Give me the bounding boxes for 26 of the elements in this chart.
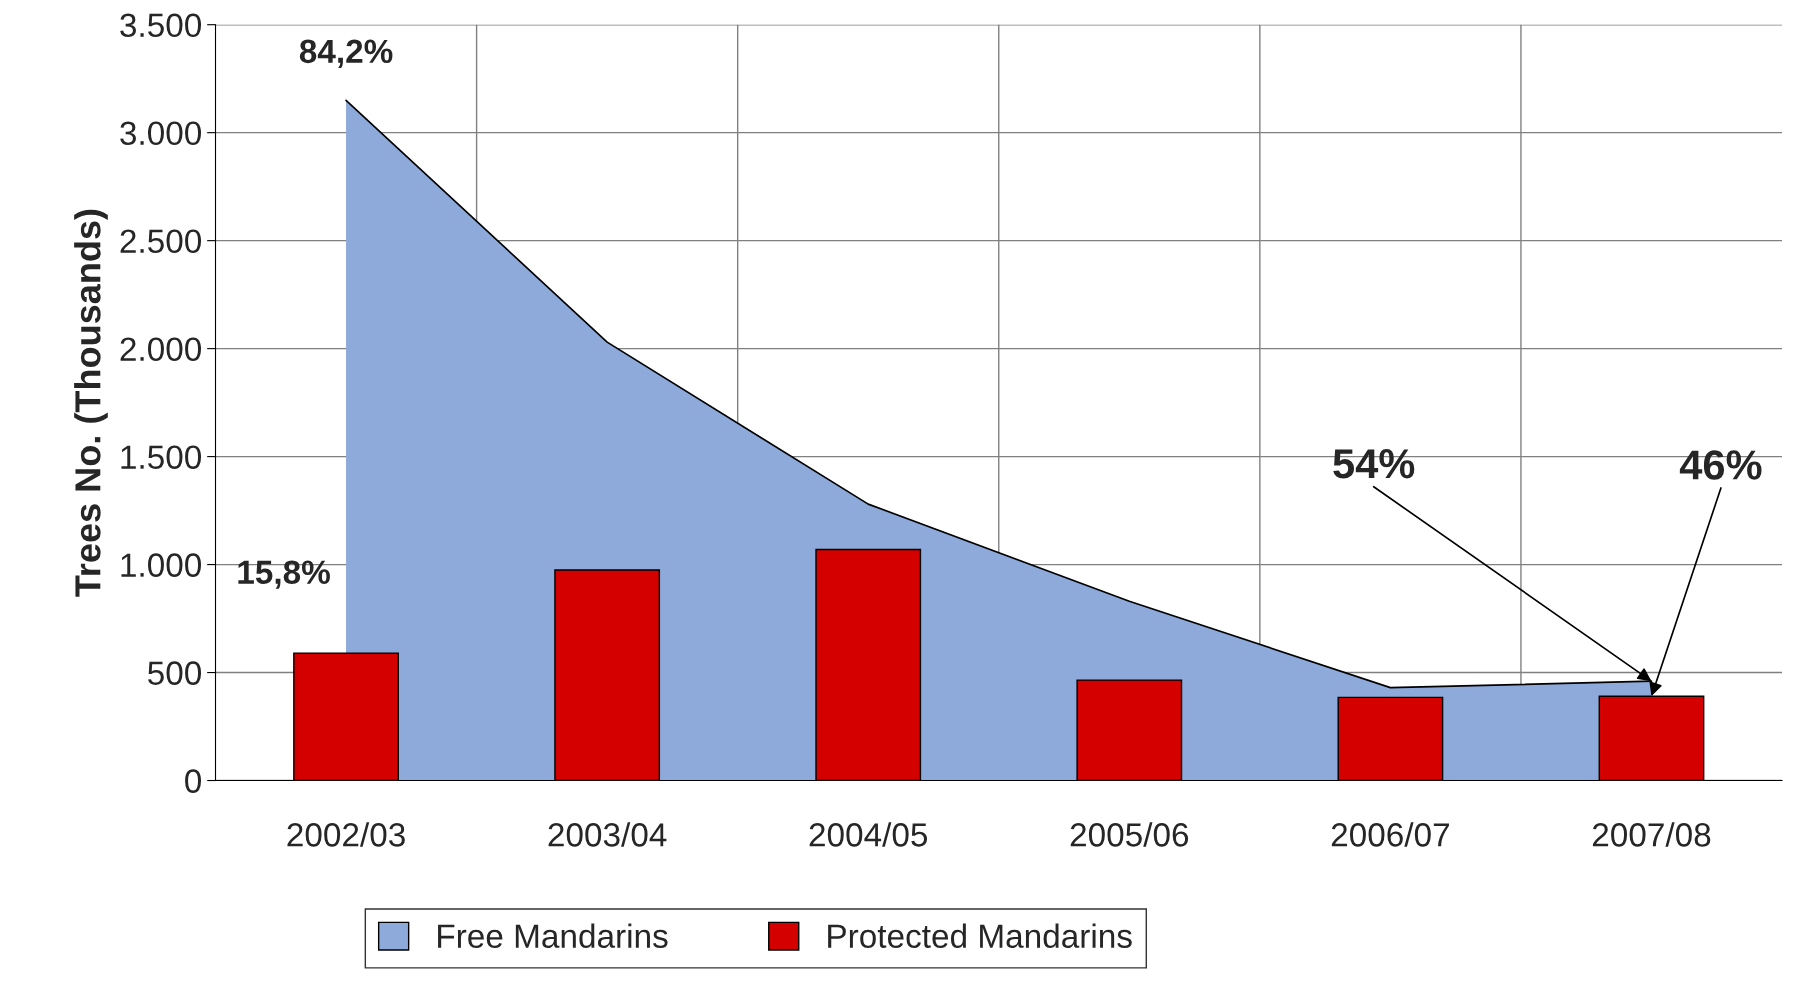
annotation: 15,8%: [238, 560, 330, 589]
x-tick-label: 2005/06: [1070, 822, 1189, 847]
y-tick-label: 3.500: [120, 13, 202, 38]
annotation: 84,2%: [299, 39, 393, 68]
bar: [1337, 696, 1444, 781]
legend-label: Free Mandarins: [438, 923, 668, 948]
y-tick-label: 1.500: [121, 445, 202, 469]
y-tick-label: 1.000: [121, 553, 202, 577]
bar: [293, 652, 399, 781]
y-tick-label: 2.500: [120, 229, 202, 254]
y-tick-label: 500: [148, 661, 202, 685]
bar: [1076, 679, 1183, 781]
bar: [815, 548, 922, 781]
x-tick-label: 2007/08: [1592, 822, 1711, 847]
x-tick-label: 2002/03: [287, 822, 405, 847]
annotation: 54%: [1333, 449, 1415, 479]
y-tick-label: 2.000: [120, 337, 202, 362]
x-tick-label: 2006/07: [1331, 822, 1449, 847]
y-axis-title: Trees No. (Thousands): [74, 209, 108, 597]
y-tick-label: 0: [185, 769, 202, 793]
legend-label: Protected Mandarins: [828, 923, 1132, 948]
x-tick-label: 2004/05: [809, 822, 928, 847]
x-tick-label: 2003/04: [548, 822, 667, 847]
annotation: 46%: [1679, 450, 1762, 480]
bar: [554, 569, 661, 781]
y-tick-label: 3.000: [120, 121, 202, 146]
